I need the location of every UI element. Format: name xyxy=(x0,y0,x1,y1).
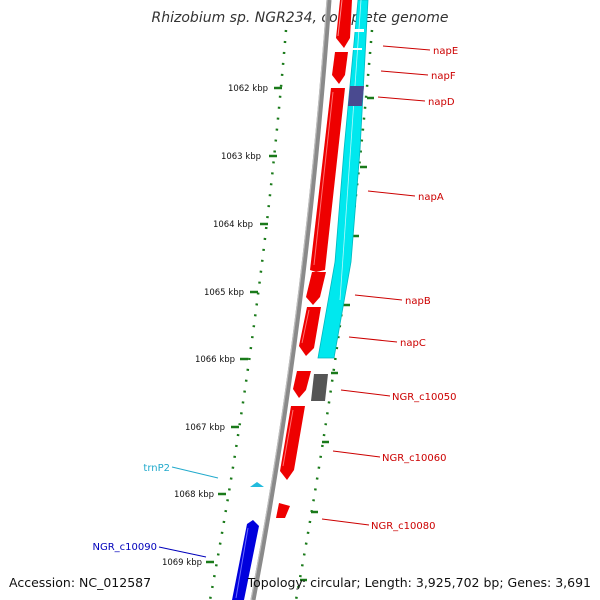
label-napC[interactable]: napC xyxy=(400,338,426,349)
scale-label-1068: 1068 kbp xyxy=(174,490,214,500)
accession-text: Accession: NC_012587 xyxy=(9,575,152,590)
napC-cds[interactable] xyxy=(299,307,321,356)
napD-gene-segment[interactable] xyxy=(348,86,364,106)
napE-cds[interactable] xyxy=(336,0,352,48)
genome-backbone xyxy=(250,0,332,600)
scale-label-1067: 1067 kbp xyxy=(185,423,225,433)
label-NGR_c10090[interactable]: NGR_c10090 xyxy=(93,542,158,553)
genome-backbone-highlight xyxy=(250,0,328,600)
label-NGR_c10080[interactable]: NGR_c10080 xyxy=(371,521,436,532)
label-napF[interactable]: napF xyxy=(431,71,456,82)
scale-label-1062: 1062 kbp xyxy=(228,84,268,94)
inner-scale-ticks xyxy=(300,96,374,582)
label-NGR_c10050[interactable]: NGR_c10050 xyxy=(392,392,457,403)
scale-track-outer xyxy=(208,29,288,600)
scale-label-1069: 1069 kbp xyxy=(162,558,202,568)
napF-cds[interactable] xyxy=(332,52,348,84)
NGR_c10080-cds[interactable] xyxy=(276,503,290,518)
scale-label-1066: 1066 kbp xyxy=(195,355,235,365)
NGR_c10050-gene-segment[interactable] xyxy=(311,374,328,401)
scale-label-1064: 1064 kbp xyxy=(213,220,253,230)
label-trnP2[interactable]: trnP2 xyxy=(143,463,170,474)
NGR_c10060-cds[interactable] xyxy=(280,406,305,480)
label-NGR_c10060[interactable]: NGR_c10060 xyxy=(382,453,447,464)
label-napE[interactable]: napE xyxy=(433,46,458,57)
scale-track-inner xyxy=(294,29,374,600)
scale-label-1063: 1063 kbp xyxy=(221,152,261,162)
cds-track[interactable] xyxy=(276,0,352,518)
scale-ticks xyxy=(206,86,282,564)
label-napA[interactable]: napA xyxy=(418,192,444,203)
label-napD[interactable]: napD xyxy=(428,97,455,108)
napB-cds[interactable] xyxy=(306,272,326,305)
NGR_c10050-cds[interactable] xyxy=(293,371,311,398)
trnP2-feature[interactable] xyxy=(250,482,264,487)
label-napB[interactable]: napB xyxy=(405,296,431,307)
scale-label-1065: 1065 kbp xyxy=(204,288,244,298)
genome-summary-text: Topology: circular; Length: 3,925,702 bp… xyxy=(247,575,591,590)
genome-title: Rhizobium sp. NGR234, complete genome xyxy=(151,10,449,26)
